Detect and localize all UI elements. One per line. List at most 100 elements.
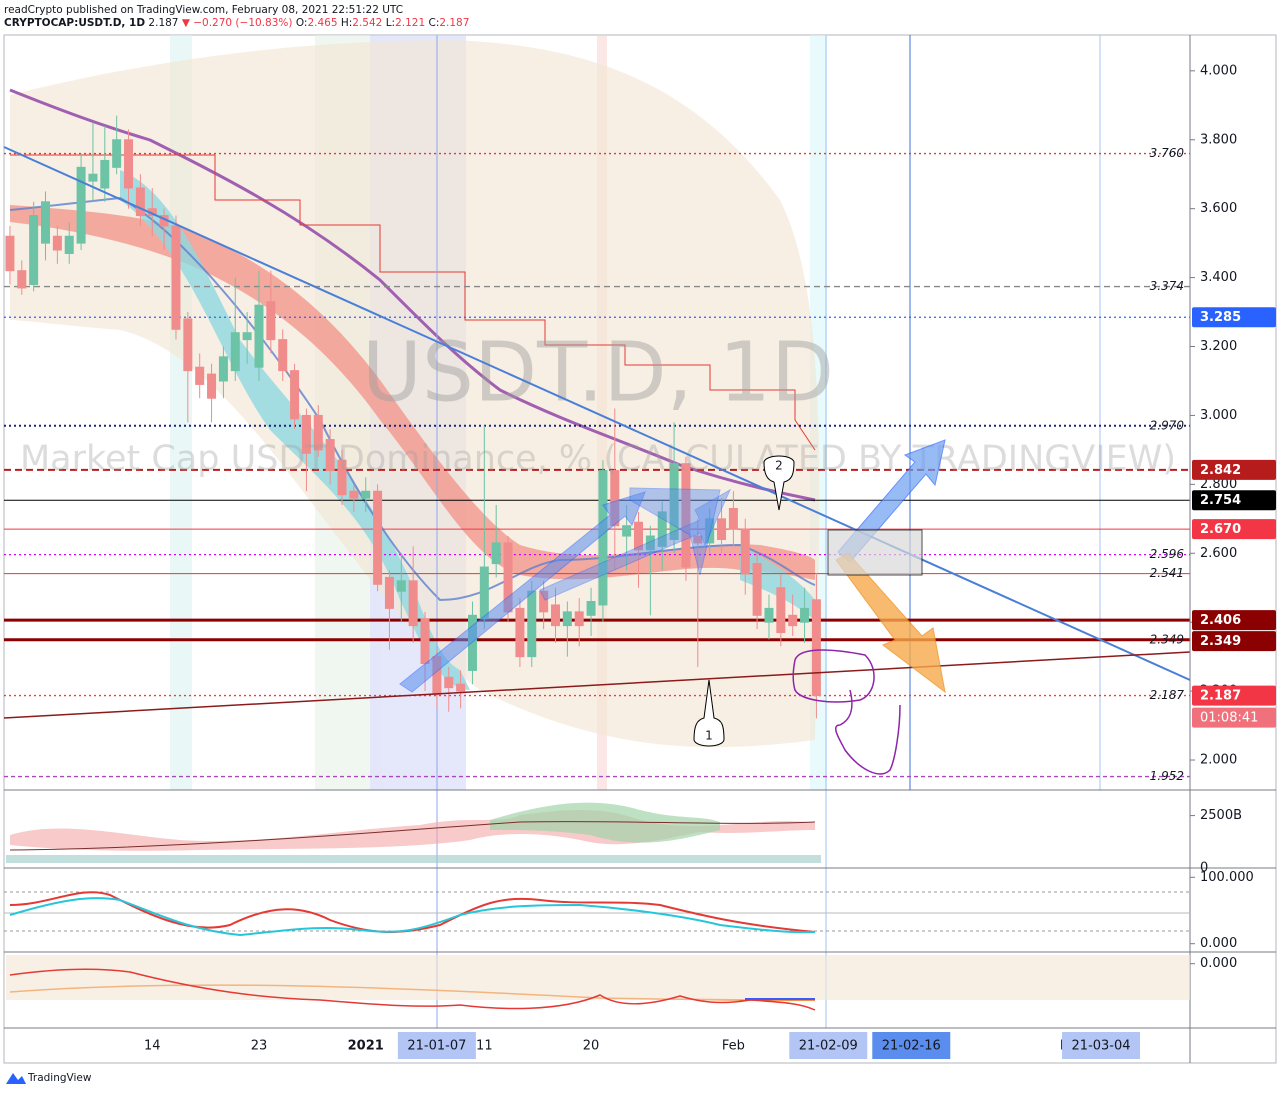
price-box-label: 3.285	[1200, 310, 1241, 325]
ohlc: 2.465	[307, 17, 337, 29]
volume-ribbon	[490, 802, 720, 843]
level-label: 2.970	[1150, 418, 1185, 432]
candle-body	[254, 304, 264, 368]
candle-body	[586, 601, 596, 616]
level-label: 2.187	[1150, 688, 1185, 702]
frame	[3, 34, 1277, 1064]
ribbon-cyan	[120, 170, 470, 690]
level-label: 2.596	[1150, 547, 1185, 561]
candle-body	[800, 607, 810, 623]
candle-body	[669, 463, 679, 540]
candle-body	[290, 370, 300, 420]
candle-body	[124, 139, 134, 189]
x-tick-label: 21-03-04	[1072, 1039, 1131, 1054]
pane-tick-label: 0.000	[1200, 936, 1237, 951]
x-tick-label: 21-02-09	[799, 1039, 858, 1054]
ohlc: H:	[341, 17, 352, 29]
candle-body	[622, 525, 632, 537]
candle-body	[752, 563, 762, 616]
trendline	[3, 146, 1191, 681]
price-box-label: 2.842	[1200, 463, 1241, 478]
candle-body	[301, 414, 311, 454]
x-tick-label: Feb	[722, 1039, 745, 1054]
candle-body	[384, 576, 394, 609]
x-tick-label: 14	[144, 1039, 161, 1054]
countdown-box	[1192, 707, 1276, 728]
candle-body	[396, 580, 406, 592]
candle-body	[5, 235, 15, 272]
y-tick-label: 3.600	[1200, 201, 1237, 216]
price-box	[1192, 490, 1276, 511]
candle-body	[207, 373, 217, 399]
x-tick-label: 2021	[348, 1039, 384, 1054]
ohlc: O:	[296, 17, 308, 29]
arrow	[539, 488, 732, 601]
ohlc: 2.542	[352, 17, 382, 29]
x-tick-label: 23	[251, 1039, 268, 1054]
candle-body	[230, 332, 240, 372]
candle-body	[740, 528, 750, 575]
y-tick-label: 4.000	[1200, 63, 1237, 78]
candle-body	[456, 683, 466, 692]
logo	[6, 1073, 26, 1084]
candle-body	[717, 518, 727, 540]
pane-tick-label: 2500B	[1200, 808, 1242, 823]
callout-label: 2	[775, 459, 783, 473]
oscillator	[9, 897, 816, 937]
candle-body	[325, 439, 335, 472]
callout	[693, 679, 725, 747]
pane-zone	[6, 955, 1190, 1000]
candle-body	[17, 270, 27, 289]
candle-body	[278, 339, 288, 372]
candle-body	[112, 139, 122, 168]
candle-body	[361, 490, 371, 499]
candle-body	[218, 356, 228, 382]
candle-body	[171, 225, 181, 330]
y-tick-label: 2.000	[1200, 753, 1237, 768]
x-tick-label: 21-01-07	[407, 1039, 466, 1054]
candle-body	[373, 490, 383, 585]
levels: 3.760 3.374 2.970 2.596 2.541 2.349 2.187 1.952	[4, 146, 1190, 783]
candle-body	[527, 590, 537, 658]
date-box	[789, 1032, 868, 1059]
ohlc: C:	[428, 17, 439, 29]
candle-body	[634, 521, 644, 551]
candle-body	[764, 607, 774, 623]
price-box	[1192, 459, 1276, 480]
candle-body	[491, 542, 501, 565]
y-tick-label: 3.400	[1200, 270, 1237, 285]
callout-label: 1	[705, 729, 713, 743]
candle-body	[64, 235, 74, 254]
symbol-line: CRYPTOCAP:USDT.D, 1D 2.187 ▼ −0.270 (−10…	[4, 17, 469, 29]
date-box	[397, 1032, 476, 1059]
candle-body	[681, 463, 691, 568]
volume-strip	[6, 855, 821, 863]
pane-tick-label: 0.000	[1200, 956, 1237, 971]
y-tick-label: 2.600	[1200, 546, 1237, 561]
candle-body	[52, 235, 62, 251]
candle-body	[41, 201, 51, 244]
candle-body	[408, 580, 418, 627]
stop-line	[10, 154, 816, 451]
candle-body	[515, 607, 525, 658]
price-box	[1192, 519, 1276, 540]
candle-body	[242, 332, 252, 341]
candle-body	[550, 604, 560, 627]
candle-body	[337, 459, 347, 496]
candle-body	[776, 587, 786, 634]
symbol: CRYPTOCAP:USDT.D, 1D	[4, 17, 145, 29]
level-label: 3.760	[1150, 146, 1185, 160]
price-box-label: 2.754	[1200, 493, 1241, 508]
price-box	[1192, 610, 1276, 631]
x-tick-label: 20	[583, 1039, 600, 1054]
candle-body	[479, 566, 489, 620]
date-box	[872, 1032, 951, 1059]
indicator-line	[9, 968, 816, 1011]
publish-line: readCrypto published on TradingView.com,…	[4, 4, 403, 16]
candle-body	[788, 614, 798, 627]
arrow	[399, 491, 646, 693]
ohlc: 2.121	[395, 17, 425, 29]
arrow	[629, 487, 721, 576]
